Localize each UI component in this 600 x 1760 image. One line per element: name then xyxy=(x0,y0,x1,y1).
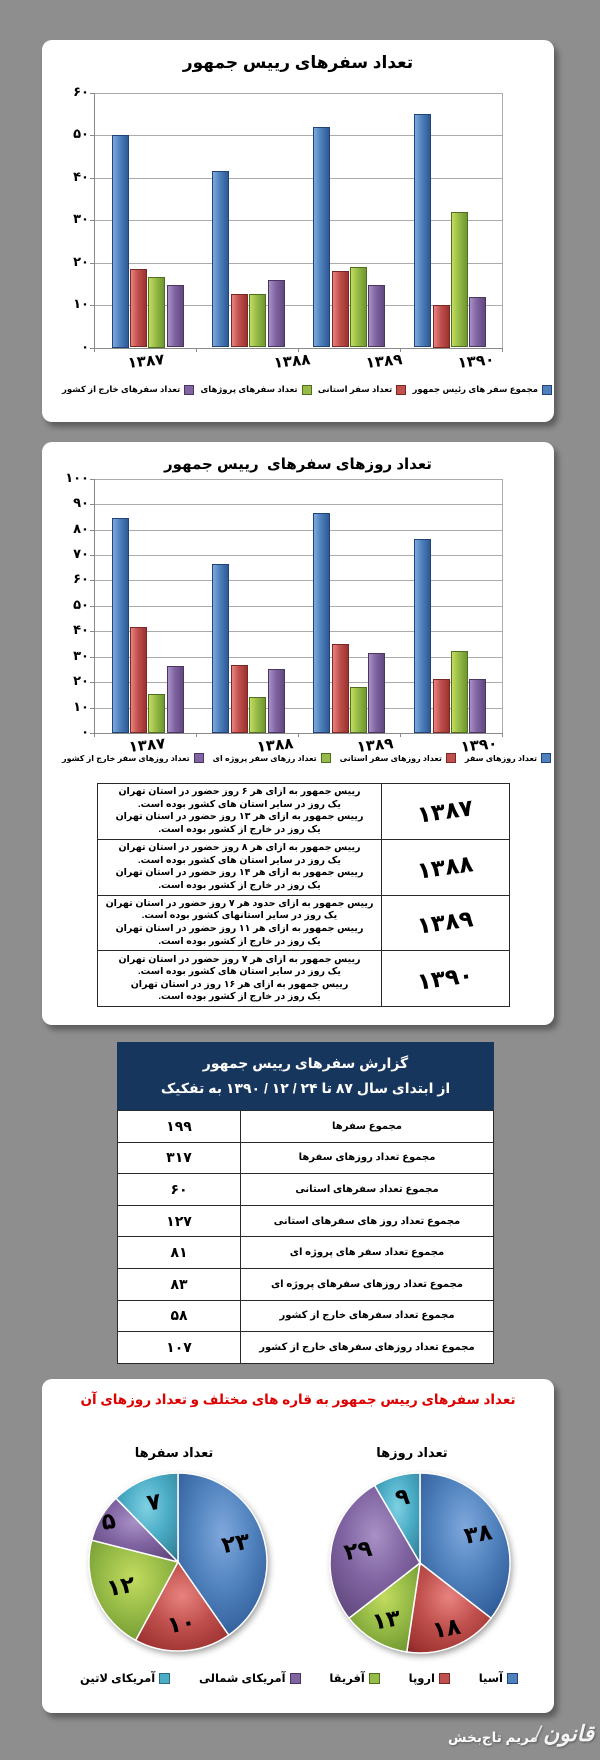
svg-text:۵: ۵ xyxy=(99,1507,117,1535)
svg-text:۱۸: ۱۸ xyxy=(430,1613,462,1643)
svg-text:۱۰: ۱۰ xyxy=(165,1608,197,1638)
svg-text:۱۳: ۱۳ xyxy=(370,1604,402,1634)
svg-text:۹: ۹ xyxy=(393,1483,411,1511)
svg-text:۷: ۷ xyxy=(145,1488,163,1516)
svg-text:۲۳: ۲۳ xyxy=(220,1528,252,1558)
svg-text:۲۹: ۲۹ xyxy=(342,1535,374,1565)
svg-text:۱۲: ۱۲ xyxy=(105,1571,137,1601)
svg-text:۳۸: ۳۸ xyxy=(462,1518,494,1548)
